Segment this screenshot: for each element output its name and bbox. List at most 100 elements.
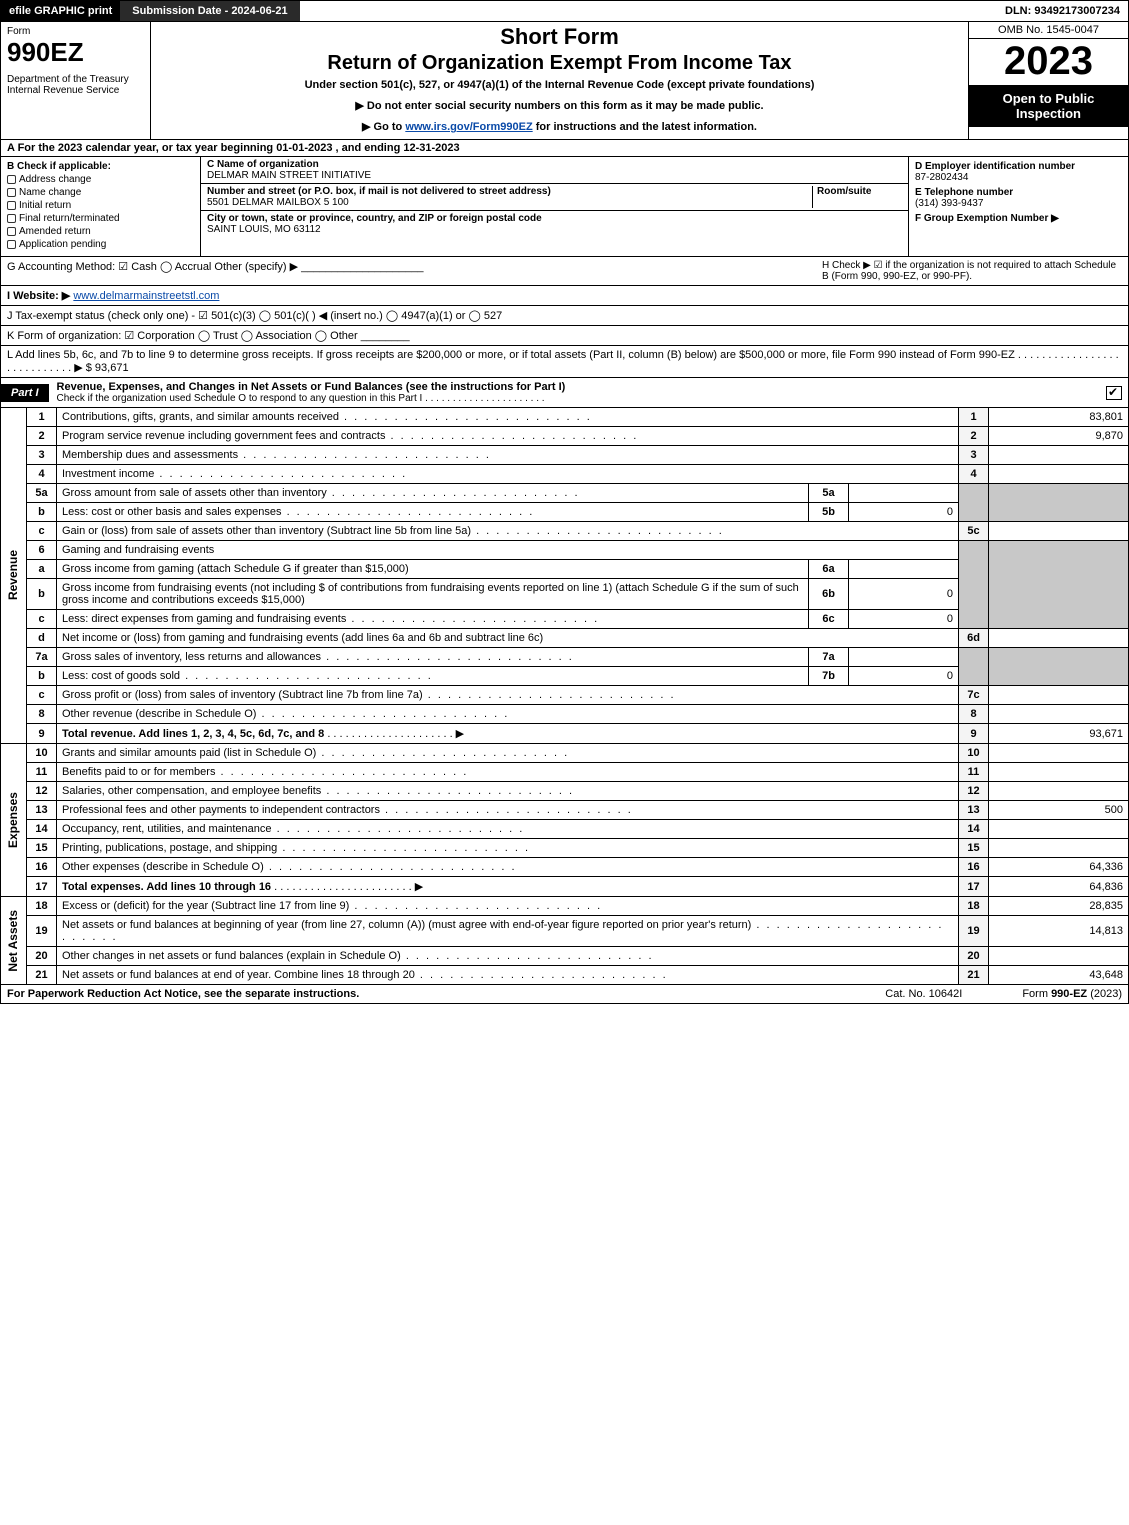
form-header: Form 990EZ Department of the Treasury In… xyxy=(0,22,1129,140)
footer-center: Cat. No. 10642I xyxy=(825,988,1022,1000)
ln7c-ref: 7c xyxy=(959,686,989,705)
ln13-val: 500 xyxy=(989,801,1129,820)
ln16-desc: Other expenses (describe in Schedule O) xyxy=(57,858,959,877)
ln20-desc: Other changes in net assets or fund bala… xyxy=(57,947,959,966)
tax-year: 2023 xyxy=(969,39,1128,85)
chk-final-return[interactable]: Final return/terminated xyxy=(7,213,194,224)
ln5a-val xyxy=(849,484,959,503)
irs-link[interactable]: www.irs.gov/Form990EZ xyxy=(405,121,532,133)
ln8-ref: 8 xyxy=(959,705,989,724)
ln7c-val xyxy=(989,686,1129,705)
ln1-val: 83,801 xyxy=(989,408,1129,427)
ln5c-val xyxy=(989,522,1129,541)
ln5b-val: 0 xyxy=(849,503,959,522)
ln16-val: 64,336 xyxy=(989,858,1129,877)
ln6a-val xyxy=(849,560,959,579)
ln17-val: 64,836 xyxy=(989,877,1129,897)
ln20-ref: 20 xyxy=(959,947,989,966)
ln1-num: 1 xyxy=(27,408,57,427)
ln10-val xyxy=(989,744,1129,763)
ln11-desc: Benefits paid to or for members xyxy=(57,763,959,782)
ln3-val xyxy=(989,446,1129,465)
goto-note: ▶ Go to www.irs.gov/Form990EZ for instru… xyxy=(161,120,958,133)
ln7b-val: 0 xyxy=(849,667,959,686)
chk-label: Application pending xyxy=(19,239,106,250)
ln18-val: 28,835 xyxy=(989,897,1129,916)
chk-label: Address change xyxy=(19,174,91,185)
ln16-ref: 16 xyxy=(959,858,989,877)
c-street-label: Number and street (or P.O. box, if mail … xyxy=(207,186,551,197)
ln6d-val xyxy=(989,629,1129,648)
ln12-val xyxy=(989,782,1129,801)
ln6a-ref: 6a xyxy=(809,560,849,579)
under-section: Under section 501(c), 527, or 4947(a)(1)… xyxy=(161,79,958,91)
ln7a-desc: Gross sales of inventory, less returns a… xyxy=(57,648,809,667)
ln4-ref: 4 xyxy=(959,465,989,484)
ln6c-ref: 6c xyxy=(809,610,849,629)
ln5a-ref: 5a xyxy=(809,484,849,503)
footer-right: Form 990-EZ (2023) xyxy=(1022,988,1122,1000)
org-info-row: B Check if applicable: Address change Na… xyxy=(0,157,1129,257)
ln15-ref: 15 xyxy=(959,839,989,858)
ln2-desc: Program service revenue including govern… xyxy=(57,427,959,446)
chk-label: Amended return xyxy=(19,226,91,237)
room-label: Room/suite xyxy=(817,186,871,197)
ln14-val xyxy=(989,820,1129,839)
ln17-bold: Total expenses. Add lines 10 through 16 xyxy=(62,881,271,893)
goto-post: for instructions and the latest informat… xyxy=(533,121,757,133)
ln8-val xyxy=(989,705,1129,724)
ln20-val xyxy=(989,947,1129,966)
ln10-desc: Grants and similar amounts paid (list in… xyxy=(57,744,959,763)
chk-name-change[interactable]: Name change xyxy=(7,187,194,198)
form-label: Form xyxy=(7,26,144,37)
ln7a-val xyxy=(849,648,959,667)
phone-value: (314) 393-9437 xyxy=(915,198,983,209)
c-name-label: C Name of organization xyxy=(207,159,319,170)
ln6d-ref: 6d xyxy=(959,629,989,648)
ln8-desc: Other revenue (describe in Schedule O) xyxy=(57,705,959,724)
org-street: 5501 DELMAR MAILBOX 5 100 xyxy=(207,197,349,208)
b-label: B Check if applicable: xyxy=(7,161,194,172)
website-link[interactable]: www.delmarmainstreetstl.com xyxy=(73,290,219,302)
ln5b-ref: 5b xyxy=(809,503,849,522)
netassets-sidebar: Net Assets xyxy=(6,910,20,972)
ln21-desc: Net assets or fund balances at end of ye… xyxy=(57,966,959,985)
ln11-val xyxy=(989,763,1129,782)
expenses-sidebar: Expenses xyxy=(6,792,20,848)
footer-right-form: 990-EZ xyxy=(1051,988,1087,1000)
chk-initial-return[interactable]: Initial return xyxy=(7,200,194,211)
chk-label: Final return/terminated xyxy=(19,213,120,224)
chk-amended[interactable]: Amended return xyxy=(7,226,194,237)
chk-address-change[interactable]: Address change xyxy=(7,174,194,185)
ln6d-desc: Net income or (loss) from gaming and fun… xyxy=(57,629,959,648)
chk-pending[interactable]: Application pending xyxy=(7,239,194,250)
ln9-desc: Total revenue. Add lines 1, 2, 3, 4, 5c,… xyxy=(57,724,959,744)
footer-left: For Paperwork Reduction Act Notice, see … xyxy=(7,988,825,1000)
ln11-ref: 11 xyxy=(959,763,989,782)
ln13-ref: 13 xyxy=(959,801,989,820)
ln18-ref: 18 xyxy=(959,897,989,916)
org-name: DELMAR MAIN STREET INITIATIVE xyxy=(207,170,371,181)
ln4-val xyxy=(989,465,1129,484)
org-city: SAINT LOUIS, MO 63112 xyxy=(207,224,321,235)
ln6b-desc: Gross income from fundraising events (no… xyxy=(57,579,809,610)
part1-title: Revenue, Expenses, and Changes in Net As… xyxy=(57,381,566,393)
ln17-ref: 17 xyxy=(959,877,989,897)
department: Department of the Treasury Internal Reve… xyxy=(7,74,144,96)
schedule-o-checkbox[interactable] xyxy=(1106,386,1122,400)
ln15-desc: Printing, publications, postage, and shi… xyxy=(57,839,959,858)
open-inspection: Open to Public Inspection xyxy=(969,85,1128,127)
ein-value: 87-2802434 xyxy=(915,172,968,183)
ln17-desc: Total expenses. Add lines 10 through 16 … xyxy=(57,877,959,897)
ln7b-desc: Less: cost of goods sold xyxy=(57,667,809,686)
line-i: I Website: ▶ www.delmarmainstreetstl.com xyxy=(0,286,1129,306)
ln21-val: 43,648 xyxy=(989,966,1129,985)
part1-table: Revenue 1Contributions, gifts, grants, a… xyxy=(0,408,1129,985)
line-l: L Add lines 5b, 6c, and 7b to line 9 to … xyxy=(0,346,1129,378)
row-gh: G Accounting Method: ☑ Cash ◯ Accrual Ot… xyxy=(0,257,1129,286)
return-title: Return of Organization Exempt From Incom… xyxy=(161,52,958,75)
ln6-desc: Gaming and fundraising events xyxy=(57,541,959,560)
ssn-warning: ▶ Do not enter social security numbers o… xyxy=(161,99,958,112)
efile-label: efile GRAPHIC print xyxy=(1,1,120,21)
part1-header: Part I Revenue, Expenses, and Changes in… xyxy=(0,378,1129,408)
